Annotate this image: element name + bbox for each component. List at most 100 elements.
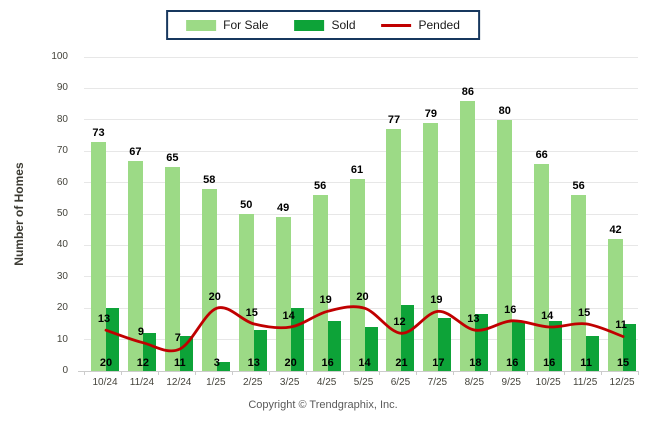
bar-for-sale [127, 160, 143, 371]
legend: For Sale Sold Pended [166, 10, 480, 40]
y-axis-tick-label: 30 [56, 270, 68, 282]
bar-for-sale [534, 163, 550, 371]
sold-value-label: 17 [432, 357, 445, 369]
x-axis-tick-mark [84, 371, 85, 375]
bar-sold [327, 320, 341, 371]
pended-line [104, 305, 625, 353]
x-axis-tick-label: 12/25 [609, 377, 635, 388]
y-axis-tick-label: 10 [56, 333, 68, 345]
bar-for-sale [312, 195, 328, 371]
legend-label-for-sale: For Sale [223, 18, 269, 32]
sold-value-label: 16 [543, 357, 556, 369]
x-axis-tick-label: 11/25 [572, 377, 598, 388]
legend-label-sold: Sold [331, 18, 356, 32]
pended-line-swatch-icon [381, 23, 412, 27]
sold-value-label: 20 [284, 357, 297, 369]
sold-value-label: 20 [99, 357, 113, 369]
for-sale-value-label: 65 [166, 151, 179, 164]
x-axis-tick-mark [527, 371, 529, 375]
pended-value-label: 14 [282, 310, 295, 323]
pended-value-label: 20 [208, 291, 221, 304]
sold-value-label: 3 [213, 357, 220, 369]
for-sale-swatch-icon [186, 19, 217, 31]
gridline [84, 56, 638, 58]
sold-value-label: 16 [506, 357, 519, 369]
x-axis-tick-mark [638, 371, 639, 375]
y-axis-tick-label: 80 [56, 113, 68, 125]
bar-sold [438, 317, 452, 371]
legend-item-sold: Sold [294, 18, 356, 32]
for-sale-value-label: 56 [313, 180, 327, 193]
pended-value-label: 15 [245, 306, 258, 319]
bar-for-sale [201, 188, 217, 371]
for-sale-value-label: 49 [277, 202, 290, 215]
x-axis-tick-label: 11/24 [129, 377, 155, 388]
pended-value-label: 13 [467, 313, 480, 326]
bar-sold [216, 361, 230, 371]
for-sale-value-label: 86 [461, 85, 474, 98]
sold-value-label: 11 [174, 357, 186, 369]
for-sale-value-label: 56 [572, 180, 585, 193]
pended-value-label: 11 [615, 319, 627, 332]
x-axis-tick-label: 6/25 [390, 377, 411, 388]
x-axis-tick-label: 2/25 [242, 377, 263, 388]
for-sale-value-label: 66 [535, 148, 548, 161]
x-axis-tick-mark [564, 371, 566, 375]
x-axis-tick-mark [379, 371, 381, 375]
y-axis-tick-label: 100 [51, 51, 68, 62]
x-axis-tick-label: 10/25 [535, 377, 561, 388]
legend-item-pended: Pended [381, 19, 460, 31]
pended-value-label: 20 [356, 291, 369, 304]
pended-value-label: 15 [578, 306, 591, 319]
bar-for-sale [349, 179, 365, 371]
pended-value-label: 16 [504, 303, 517, 316]
bar-for-sale [497, 119, 513, 371]
bar-sold [364, 327, 378, 371]
for-sale-value-label: 73 [92, 126, 105, 139]
sold-value-label: 13 [247, 357, 260, 369]
for-sale-value-label: 77 [387, 114, 401, 127]
for-sale-value-label: 58 [203, 173, 216, 186]
for-sale-value-label: 79 [424, 107, 438, 120]
pended-value-label: 14 [541, 310, 554, 323]
gridline [84, 119, 638, 121]
gridline [84, 87, 638, 89]
sold-value-label: 16 [321, 357, 334, 369]
x-axis-tick-mark [157, 371, 159, 375]
gridline [78, 370, 638, 372]
sold-value-label: 12 [136, 357, 150, 369]
x-axis-tick-mark [416, 371, 418, 375]
bar-sold [549, 320, 563, 371]
x-axis-tick-mark [194, 371, 196, 375]
sold-swatch-icon [294, 19, 325, 31]
bar-sold [512, 320, 526, 371]
bar-for-sale [460, 100, 476, 371]
x-axis-tick-mark [120, 371, 122, 375]
sold-value-label: 11 [580, 357, 592, 369]
x-axis-tick-mark [601, 371, 603, 375]
plot-area: 73 20 13 67 12 9 65 11 7 58 3 20 50 13 15 49 20 14 56 16 19 6… [78, 56, 639, 375]
bar-for-sale [571, 195, 587, 371]
bar-sold [253, 330, 267, 371]
bar-for-sale [91, 141, 106, 371]
for-sale-value-label: 61 [350, 164, 364, 177]
bar-for-sale [164, 166, 180, 371]
y-axis-tick-label: 40 [56, 239, 68, 251]
x-axis-tick-label: 10/24 [92, 377, 118, 388]
x-axis-tick-mark [305, 371, 307, 375]
bar-for-sale [275, 217, 291, 371]
for-sale-value-label: 42 [609, 224, 622, 237]
x-axis-tick-label: 12/24 [166, 377, 192, 388]
y-axis-tick-label: 50 [56, 208, 68, 219]
sold-value-label: 15 [616, 357, 630, 369]
pended-value-label: 12 [393, 316, 406, 329]
gridline [84, 150, 638, 152]
bar-for-sale [386, 129, 402, 371]
x-axis-tick-label: 3/25 [279, 377, 300, 388]
y-axis-tick-label: 0 [62, 365, 68, 376]
for-sale-value-label: 67 [129, 145, 142, 158]
x-axis-tick-label: 7/25 [427, 377, 448, 388]
bar-sold [401, 305, 415, 371]
legend-item-for-sale: For Sale [186, 19, 268, 31]
